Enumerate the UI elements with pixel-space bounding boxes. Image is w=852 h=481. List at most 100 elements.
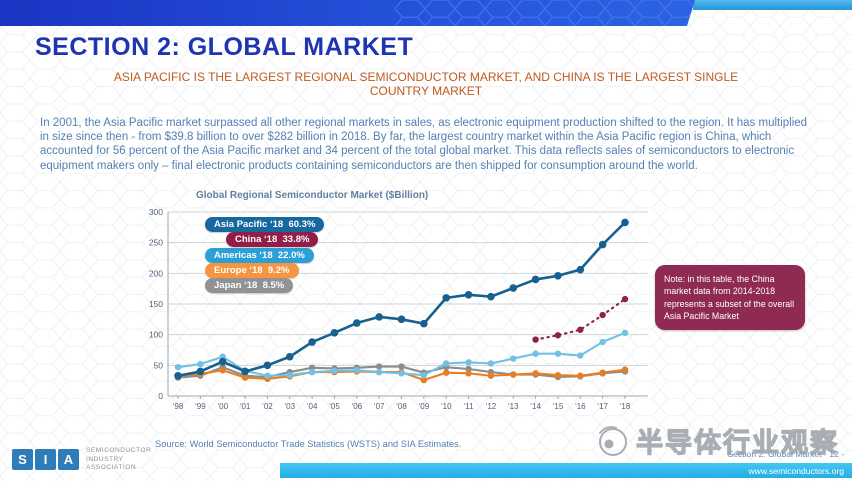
subtitle-line-1: ASIA PACIFIC IS THE LARGEST REGIONAL SEM…: [113, 70, 739, 84]
x-axis-tick-label: ‘15: [553, 402, 564, 411]
banner-hexagon-texture-icon: [395, 0, 695, 26]
sia-logo-letter-a: A: [58, 449, 79, 471]
data-point-asia-pacific: [487, 292, 495, 301]
y-axis-tick-label: 0: [158, 391, 163, 401]
china-subset-note: Note: in this table, the China market da…: [655, 265, 805, 331]
x-axis-tick-label: ‘16: [575, 402, 586, 411]
data-point-americas: [174, 363, 182, 371]
data-point-americas: [465, 359, 472, 366]
x-axis-tick-label: ‘09: [419, 402, 430, 411]
data-point-china: [532, 336, 539, 343]
data-point-europe: [443, 369, 450, 376]
x-axis-tick-label: ‘17: [597, 402, 608, 411]
market-chart-svg: 0 50 100 150 200 250 300 ‘98 ‘99 ‘00 ‘01 ‘02 ‘03 ‘04 ‘…: [149, 207, 648, 411]
footer-bar: www.semiconductors.org: [280, 463, 852, 478]
x-axis-tick-label: ‘10: [441, 402, 452, 411]
data-point-americas: [599, 338, 606, 346]
data-point-asia-pacific: [308, 338, 316, 346]
y-axis-tick-label: 50: [154, 360, 164, 370]
data-point-europe: [510, 371, 517, 378]
market-chart: Global Regional Semiconductor Market ($B…: [140, 190, 712, 424]
sia-word-industry: INDUSTRY: [86, 455, 124, 463]
data-point-asia-pacific: [509, 284, 518, 292]
x-axis-tick-label: ‘00: [217, 402, 228, 411]
data-point-europe: [219, 367, 226, 374]
data-point-americas: [577, 352, 584, 359]
data-point-europe: [621, 366, 629, 373]
data-point-japan: [398, 363, 405, 370]
top-banner-accent: [693, 0, 852, 10]
data-point-americas: [510, 355, 517, 362]
data-point-asia-pacific: [375, 313, 383, 321]
y-axis-tick-label: 300: [149, 207, 163, 217]
data-point-americas: [308, 368, 316, 376]
data-point-europe: [554, 371, 562, 379]
x-axis-tick-label: ‘04: [307, 402, 318, 411]
data-point-asia-pacific: [420, 319, 428, 328]
data-point-americas: [621, 329, 629, 337]
page-title: SECTION 2: GLOBAL MARKET: [35, 33, 414, 61]
x-axis-tick-label: ‘11: [464, 402, 475, 411]
data-point-americas: [331, 367, 338, 375]
data-point-europe: [599, 369, 606, 376]
data-point-americas: [197, 360, 204, 368]
data-point-europe: [241, 374, 249, 381]
data-point-china: [554, 332, 562, 339]
data-point-americas: [375, 368, 383, 376]
data-point-americas: [443, 360, 450, 367]
data-point-americas: [398, 370, 405, 377]
data-point-asia-pacific: [353, 319, 361, 327]
x-axis-tick-label: ‘98: [173, 402, 184, 411]
x-axis-tick-label: ‘03: [284, 402, 295, 411]
data-point-asia-pacific: [285, 352, 294, 361]
x-axis-tick-label: ‘14: [530, 402, 541, 411]
data-point-asia-pacific: [241, 367, 249, 376]
data-point-asia-pacific: [330, 329, 339, 337]
data-point-japan: [375, 363, 383, 370]
data-point-asia-pacific: [174, 371, 182, 380]
chart-title: Global Regional Semiconductor Market ($B…: [196, 190, 429, 201]
y-axis-tick-label: 100: [149, 330, 163, 340]
x-axis-tick-label: ‘18: [620, 402, 631, 411]
sia-word-association: ASSOCIATION: [86, 464, 137, 472]
y-axis-tick-label: 250: [149, 238, 163, 248]
x-axis-tick-label: ‘13: [508, 402, 519, 411]
slide-page-label: Section 2: Global Market - 12 -: [727, 449, 844, 459]
data-point-asia-pacific: [397, 315, 406, 324]
data-point-americas: [286, 371, 293, 379]
data-point-asia-pacific: [598, 240, 607, 249]
website-link[interactable]: www.semiconductors.org: [748, 465, 844, 476]
sia-logo-letter-i: I: [35, 449, 56, 471]
data-point-americas: [487, 360, 495, 367]
x-axis-tick-label: ‘12: [486, 402, 497, 411]
data-point-asia-pacific: [218, 357, 227, 366]
x-axis-tick-label: ‘02: [262, 402, 273, 411]
sia-logo-wordmark: SEMICONDUCTOR INDUSTRY ASSOCIATION: [86, 447, 151, 473]
sia-word-semiconductor: SEMICONDUCTOR: [86, 447, 152, 454]
data-point-asia-pacific: [576, 265, 585, 274]
data-point-europe: [532, 370, 539, 377]
data-point-china: [621, 295, 629, 303]
y-axis-tick-label: 200: [149, 268, 163, 278]
top-banner: [0, 0, 695, 26]
x-axis-tick-label: ‘06: [351, 402, 362, 411]
data-point-europe: [465, 370, 472, 377]
data-point-china: [577, 326, 584, 333]
series-line-china: [534, 298, 627, 341]
data-point-americas: [353, 367, 360, 374]
data-point-asia-pacific: [442, 294, 451, 302]
x-axis-tick-label: ‘99: [195, 402, 206, 411]
data-point-asia-pacific: [464, 291, 473, 299]
data-point-asia-pacific: [621, 218, 629, 227]
x-axis-tick-label: ‘05: [329, 402, 340, 411]
body-paragraph: In 2001, the Asia Pacific market surpass…: [40, 116, 808, 172]
data-point-asia-pacific: [263, 361, 272, 370]
watermark-logo-icon: [599, 425, 627, 456]
data-point-americas: [554, 350, 562, 357]
data-point-europe: [487, 372, 495, 379]
data-point-americas: [532, 350, 539, 357]
sia-logo: S I A SEMICONDUCTOR INDUSTRY ASSOCIATION: [12, 447, 151, 473]
slide-subtitle: ASIA PACIFIC IS THE LARGEST REGIONAL SEM…: [0, 70, 852, 98]
data-point-americas: [420, 371, 428, 379]
